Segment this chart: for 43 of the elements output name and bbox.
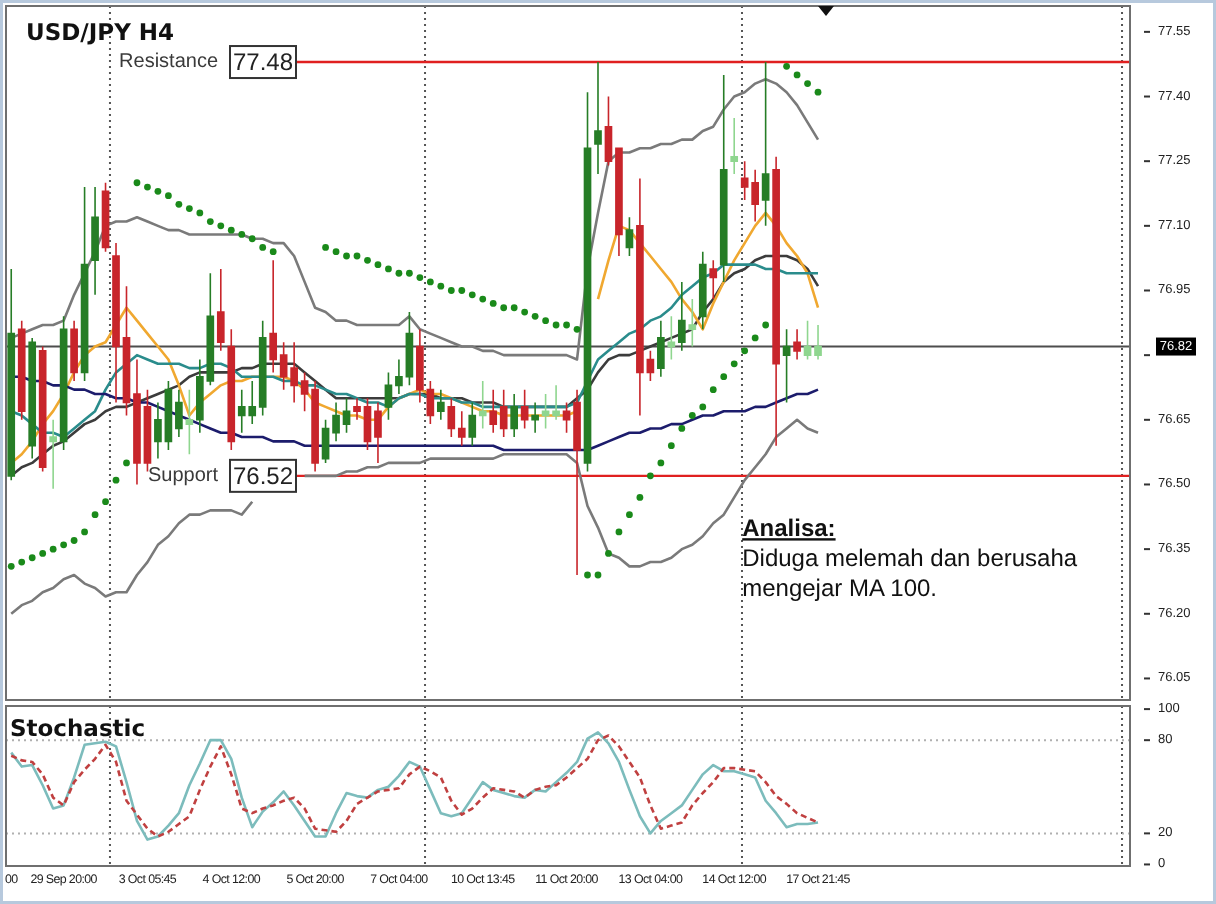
candlestick xyxy=(583,91,592,473)
candlestick xyxy=(793,328,801,361)
annotation: Diduga melemah dan berusaha mengejar MA 100. xyxy=(742,544,1078,603)
candlestick xyxy=(49,419,57,490)
candlestick xyxy=(436,388,445,421)
candlestick xyxy=(594,61,602,175)
line-series xyxy=(9,263,820,439)
candlestick xyxy=(531,401,539,434)
candlestick xyxy=(70,319,78,382)
candlestick xyxy=(17,319,26,421)
candlestick xyxy=(478,380,487,430)
candlestick xyxy=(80,186,89,382)
candlestick xyxy=(7,268,16,481)
chart-title: Stochastic xyxy=(10,714,146,742)
candlestick xyxy=(101,181,110,253)
candlestick xyxy=(677,281,686,352)
candlestick xyxy=(59,315,68,451)
candlestick xyxy=(709,259,718,300)
candlestick xyxy=(38,345,47,473)
candlestick xyxy=(510,393,519,438)
candlestick xyxy=(761,61,770,227)
candlestick xyxy=(185,388,194,456)
candlestick xyxy=(520,388,529,430)
candlestick xyxy=(698,250,707,331)
candlestick xyxy=(667,315,676,361)
text: USD/JPY H4 xyxy=(26,18,175,46)
candlestick xyxy=(227,328,236,451)
candlestick xyxy=(772,156,780,447)
line-series xyxy=(9,77,820,361)
candlestick xyxy=(216,268,225,352)
candlestick xyxy=(688,298,697,348)
candlestick xyxy=(657,319,665,378)
candlestick xyxy=(91,186,99,296)
candlestick xyxy=(730,117,739,175)
annotation: Analisa: xyxy=(742,514,836,543)
candlestick xyxy=(782,328,791,404)
annotation: Support xyxy=(147,464,219,487)
candlestick xyxy=(719,74,728,283)
line-series xyxy=(9,375,820,452)
candlestick xyxy=(468,401,477,447)
candlestick xyxy=(28,337,37,460)
annotation: Resistance xyxy=(119,51,219,74)
candlestick xyxy=(625,216,634,257)
